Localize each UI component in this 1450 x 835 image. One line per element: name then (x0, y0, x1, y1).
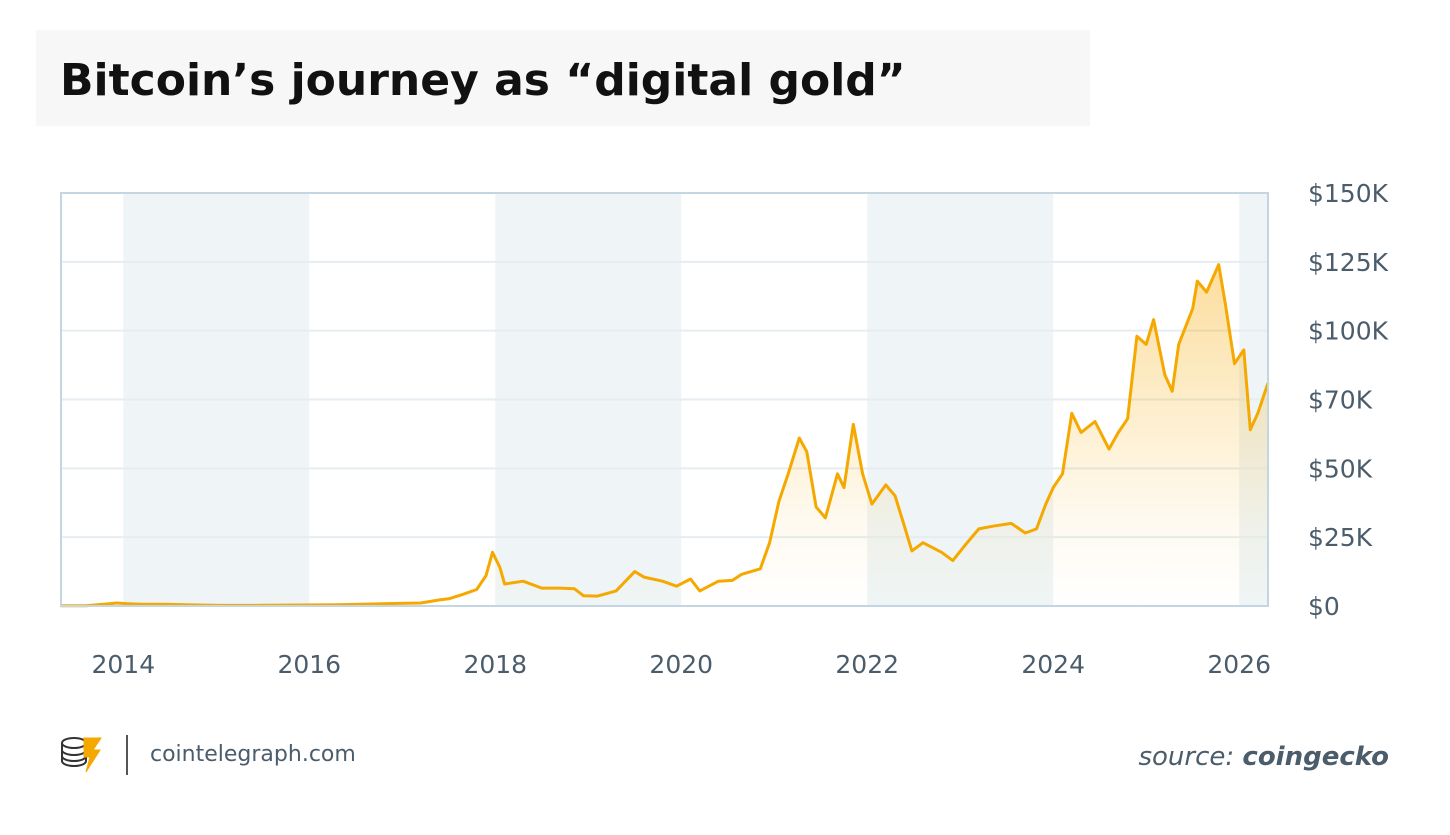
price-line (61, 263, 1270, 608)
x-tick-label: 2024 (1021, 650, 1085, 679)
brand: cointelegraph.com (150, 742, 356, 767)
y-tick-label: $50K (1308, 454, 1373, 483)
source-name: coingecko (1242, 742, 1389, 772)
x-tick-label: 2026 (1207, 650, 1271, 679)
y-tick-label: $25K (1308, 523, 1373, 552)
x-tick-label: 2016 (277, 650, 341, 679)
y-tick-label: $125K (1308, 248, 1389, 277)
x-tick-label: 2020 (649, 650, 713, 679)
plot (61, 263, 1270, 608)
source-label: source: (1138, 742, 1234, 772)
area-fill (61, 264, 1268, 606)
x-tick-label: 2018 (463, 650, 527, 679)
y-tick-label: $0 (1308, 592, 1340, 621)
chart-title: Bitcoin’s journey as “digital gold” (60, 55, 906, 106)
plot-border (60, 192, 1269, 607)
logo (61, 737, 102, 773)
x-tick-label: 2014 (91, 650, 155, 679)
title-background (36, 30, 1090, 126)
x-tick-label: 2022 (835, 650, 899, 679)
labels: $0 $25K $50K $70K $100K $125K $150K 2014 2016 201… (91, 179, 1388, 679)
y-tick-label: $70K (1308, 386, 1373, 415)
y-tick-label: $100K (1308, 317, 1389, 346)
y-tick-label: $150K (1308, 179, 1389, 208)
source: source: coingecko (1138, 742, 1389, 772)
